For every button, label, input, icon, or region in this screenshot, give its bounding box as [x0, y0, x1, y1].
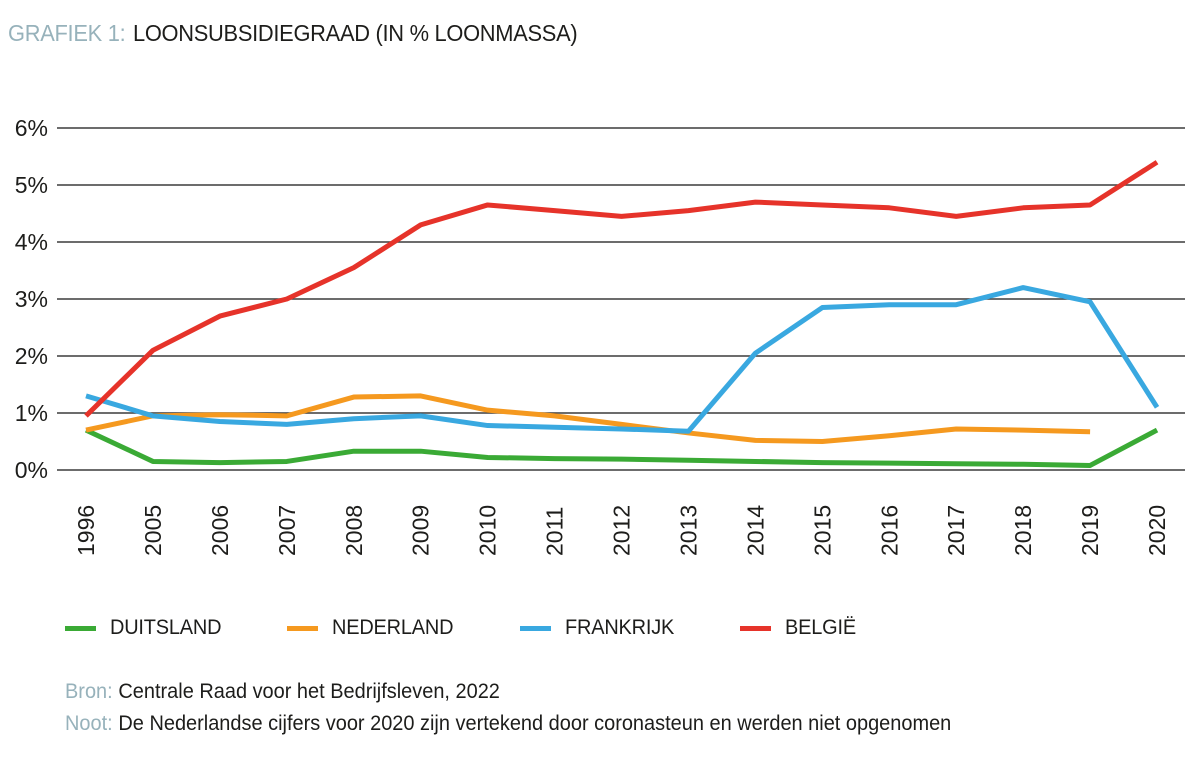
chart-legend: DUITSLAND NEDERLAND FRANKRIJK BELGIË [65, 616, 920, 640]
chart-title: GRAFIEK 1: LOONSUBSIDIEGRAAD (IN % LOONMA… [8, 20, 578, 47]
y-axis-tick-label: 0% [15, 457, 48, 483]
x-axis-tick-label: 2011 [542, 507, 568, 556]
legend-label: NEDERLAND [332, 616, 454, 639]
x-axis-tick-label: 2019 [1077, 505, 1103, 556]
y-axis-tick-label: 1% [15, 400, 48, 426]
x-axis-tick-label: 2014 [742, 505, 768, 556]
line-series-duitsland [84, 427, 1159, 468]
chart-title-text: LOONSUBSIDIEGRAAD (IN % LOONMASSA) [132, 20, 578, 46]
legend-item-duitsland: DUITSLAND [65, 616, 227, 640]
note-label: Noot: [65, 712, 113, 735]
x-axis-tick-label: 2010 [475, 505, 501, 556]
chart-canvas: 0% 1% 2% 3% 4% 5% 6% 1996 2005 2006 2007 2008 2009 20… [15, 115, 1185, 556]
line-series-belgië [84, 160, 1159, 418]
x-axis-tick-label: 2008 [341, 505, 367, 556]
source-line: Bron: Centrale Raad voor het Bedrijfsleve… [65, 676, 951, 708]
x-axis-tick-label: 2020 [1144, 505, 1170, 556]
y-axis-tick-label: 6% [15, 115, 48, 141]
x-axis-tick-label: 2005 [140, 505, 166, 556]
legend-swatch [519, 625, 551, 631]
legend-item-nederland: NEDERLAND [287, 616, 460, 640]
source-text: Centrale Raad voor het Bedrijfsleven, 20… [118, 680, 500, 703]
x-axis-tick-label: 2007 [274, 505, 300, 556]
legend-swatch [65, 625, 96, 631]
note-line: Noot: De Nederlandse cijfers voor 2020 zi… [65, 708, 951, 740]
x-axis-tick-label: 2016 [876, 505, 902, 556]
x-axis-tick-label: 2018 [1010, 505, 1036, 556]
source-label: Bron: [65, 680, 113, 703]
chart-title-prefix: GRAFIEK 1: [8, 20, 126, 46]
x-axis-tick-label: 2017 [943, 505, 969, 556]
note-text: De Nederlandse cijfers voor 2020 zijn ve… [118, 712, 952, 735]
x-axis-tick-label: 2013 [675, 505, 701, 556]
y-axis-tick-label: 5% [15, 172, 48, 198]
x-axis-tick-label: 2012 [609, 505, 635, 556]
y-axis-tick-label: 3% [15, 286, 48, 312]
legend-swatch [287, 625, 319, 631]
legend-swatch [739, 625, 771, 631]
y-axis-tick-label: 4% [15, 229, 48, 255]
line-series-nederland [85, 393, 1091, 444]
chart-footer: Bron: Centrale Raad voor het Bedrijfsleve… [65, 676, 951, 740]
legend-label: FRANKRIJK [564, 616, 675, 639]
legend-item-frankrijk: FRANKRIJK [519, 616, 680, 640]
x-axis-tick-label: 2009 [408, 505, 434, 556]
x-axis-tick-label: 1996 [73, 505, 99, 556]
x-axis-tick-label: 2006 [207, 505, 233, 556]
x-axis-tick-label: 2015 [809, 505, 835, 556]
legend-label: DUITSLAND [110, 616, 222, 639]
y-axis-tick-label: 2% [15, 343, 48, 369]
legend-label: BELGIË [784, 616, 856, 639]
legend-item-belgië: BELGIË [739, 616, 860, 640]
line-series-frankrijk [85, 285, 1160, 434]
